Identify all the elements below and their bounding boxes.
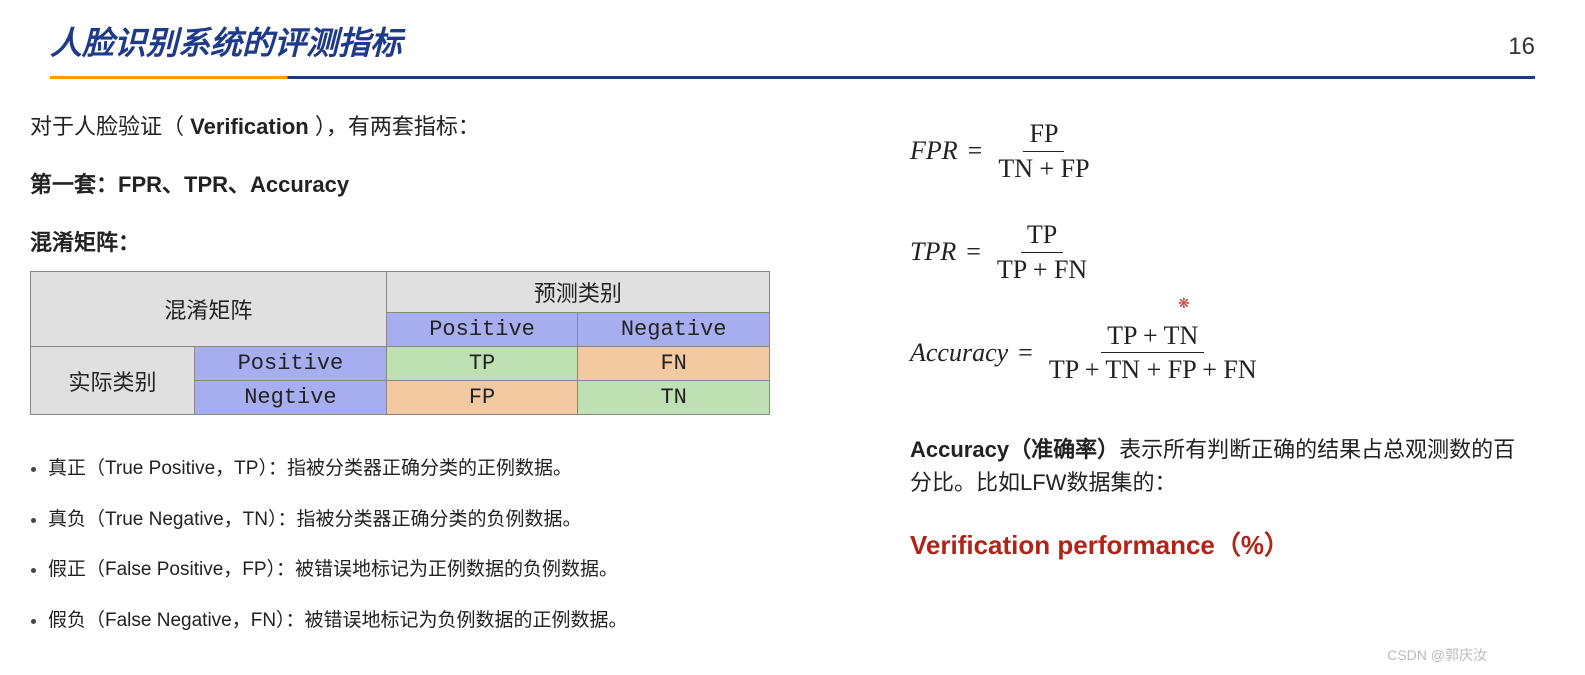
- formula-accuracy: Accuracy = TP + TN TP + TN + FP + FN: [910, 321, 1535, 386]
- cm-pred-negative: Negative: [578, 313, 770, 347]
- bullet-tn: 真负（True Negative，TN）：指被分类器正确分类的负例数据。: [48, 509, 581, 530]
- page-title: 人脸识别系统的评测指标: [50, 18, 402, 64]
- fpr-denominator: TN + FP: [992, 152, 1095, 184]
- acc-denominator: TP + TN + FP + FN: [1043, 353, 1263, 385]
- list-item: 假正（False Positive，FP）：被错误地标记为正例数据的负例数据。: [48, 556, 770, 585]
- intro-prefix: 对于人脸验证（: [30, 114, 190, 139]
- confusion-matrix-heading: 混淆矩阵：: [30, 225, 770, 257]
- formula-tpr: TPR = TP TP + FN: [910, 220, 1535, 285]
- cm-corner-label: 混淆矩阵: [31, 272, 387, 347]
- cm-pred-positive: Positive: [386, 313, 578, 347]
- fpr-numerator: FP: [1023, 119, 1064, 152]
- tpr-lhs: TPR: [910, 237, 956, 267]
- list-item: 假负（False Negative，FN）：被错误地标记为负例数据的正例数据。: [48, 607, 770, 636]
- acc-lhs: Accuracy: [910, 338, 1008, 368]
- acc-numerator: TP + TN: [1101, 321, 1204, 354]
- bullet-fp: 假正（False Positive，FP）：被错误地标记为正例数据的负例数据。: [48, 559, 618, 580]
- cm-tn-cell: TN: [578, 381, 770, 415]
- watermark: CSDN @郭庆汝: [1387, 645, 1487, 665]
- cm-fp-cell: FP: [386, 381, 578, 415]
- list-item: 真正（True Positive，TP）：指被分类器正确分类的正例数据。: [48, 455, 770, 484]
- bullet-tp: 真正（True Positive，TP）：指被分类器正确分类的正例数据。: [48, 458, 572, 479]
- cm-pred-header: 预测类别: [386, 272, 769, 313]
- formula-fpr: FPR = FP TN + FP: [910, 119, 1535, 184]
- cursor-icon: ❋: [1178, 295, 1190, 312]
- cm-actual-negative: Negtive: [195, 381, 387, 415]
- cm-actual-positive: Positive: [195, 347, 387, 381]
- intro-bold: Verification: [190, 114, 309, 139]
- set-title: 第一套：FPR、TPR、Accuracy: [30, 167, 770, 199]
- cm-fn-cell: FN: [578, 347, 770, 381]
- definitions-list: 真正（True Positive，TP）：指被分类器正确分类的正例数据。 真负（…: [30, 455, 770, 635]
- cm-actual-header: 实际类别: [31, 347, 195, 415]
- accuracy-note: Accuracy（准确率）表示所有判断正确的结果占总观测数的百分比。比如LFW数…: [910, 433, 1535, 499]
- intro-suffix: ），有两套指标：: [309, 114, 480, 139]
- verification-performance: Verification performance（%）: [910, 525, 1535, 562]
- intro-text: 对于人脸验证（ Verification ），有两套指标：: [30, 109, 770, 141]
- bullet-fn: 假负（False Negative，FN）：被错误地标记为负例数据的正例数据。: [48, 610, 628, 631]
- tpr-numerator: TP: [1021, 220, 1063, 253]
- page-number: 16: [1508, 33, 1535, 61]
- tpr-denominator: TP + FN: [991, 253, 1093, 285]
- fpr-lhs: FPR: [910, 136, 958, 166]
- accuracy-note-bold: Accuracy（准确率）: [910, 437, 1119, 462]
- confusion-matrix-table: 混淆矩阵 预测类别 Positive Negative 实际类别 Positiv…: [30, 271, 770, 415]
- list-item: 真负（True Negative，TN）：指被分类器正确分类的负例数据。: [48, 506, 770, 535]
- cm-tp-cell: TP: [386, 347, 578, 381]
